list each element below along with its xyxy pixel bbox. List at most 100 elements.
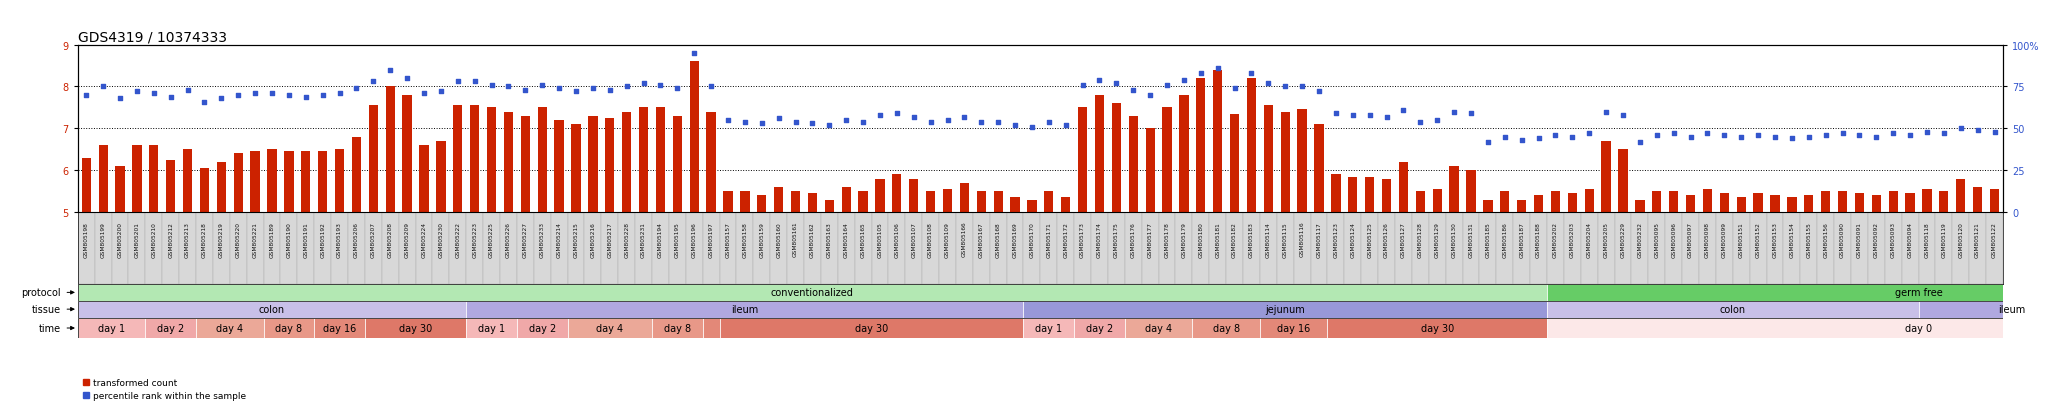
Bar bbox=[1280, 112, 1290, 213]
Point bbox=[86, 84, 119, 90]
Text: day 2: day 2 bbox=[528, 323, 555, 333]
Bar bbox=[1212, 71, 1223, 213]
Bar bbox=[1649, 213, 1665, 284]
Text: jejunum: jejunum bbox=[1266, 304, 1305, 314]
Bar bbox=[1243, 213, 1260, 284]
Point bbox=[762, 116, 795, 122]
Bar bbox=[719, 213, 737, 284]
Bar bbox=[166, 160, 176, 213]
Bar bbox=[1518, 200, 1526, 213]
Bar bbox=[535, 213, 551, 284]
Text: GSM805214: GSM805214 bbox=[557, 221, 561, 257]
Bar bbox=[739, 192, 750, 213]
Bar bbox=[1534, 196, 1544, 213]
Text: GSM805156: GSM805156 bbox=[1823, 221, 1829, 257]
Bar bbox=[1530, 213, 1546, 284]
Bar bbox=[1546, 318, 2048, 339]
Bar bbox=[774, 188, 782, 213]
Bar bbox=[78, 284, 1546, 301]
Bar bbox=[993, 192, 1004, 213]
Bar bbox=[78, 301, 467, 318]
Point bbox=[1116, 87, 1149, 94]
Bar bbox=[1044, 192, 1053, 213]
Text: GSM805123: GSM805123 bbox=[1333, 221, 1339, 257]
Bar bbox=[281, 213, 297, 284]
Point bbox=[1827, 131, 1860, 138]
Bar bbox=[1681, 213, 1700, 284]
Bar bbox=[1702, 190, 1712, 213]
Bar bbox=[1546, 301, 1919, 318]
Bar bbox=[268, 150, 276, 213]
Text: GSM805206: GSM805206 bbox=[354, 221, 358, 257]
Text: GSM805173: GSM805173 bbox=[1079, 221, 1085, 257]
Bar bbox=[1884, 213, 1903, 284]
Point bbox=[1927, 131, 1960, 138]
Bar bbox=[332, 213, 348, 284]
Text: GSM805204: GSM805204 bbox=[1587, 221, 1591, 257]
Point bbox=[1589, 109, 1622, 116]
Text: GSM805200: GSM805200 bbox=[117, 221, 123, 257]
Bar bbox=[1665, 213, 1681, 284]
Text: GSM805213: GSM805213 bbox=[184, 221, 190, 257]
Bar bbox=[1499, 192, 1509, 213]
Bar bbox=[1905, 194, 1915, 213]
Point bbox=[1522, 136, 1554, 142]
Text: day 1: day 1 bbox=[477, 323, 506, 333]
Point bbox=[1286, 84, 1319, 90]
Point bbox=[948, 114, 981, 121]
Bar bbox=[537, 108, 547, 213]
Bar bbox=[1855, 194, 1864, 213]
Point bbox=[881, 111, 913, 117]
Point bbox=[154, 94, 186, 101]
Point bbox=[1792, 134, 1825, 141]
Bar bbox=[1597, 213, 1614, 284]
Bar bbox=[1851, 213, 1868, 284]
Text: GSM805122: GSM805122 bbox=[1993, 221, 1997, 257]
Bar bbox=[1294, 213, 1311, 284]
Bar bbox=[872, 213, 889, 284]
Point bbox=[813, 122, 846, 129]
Bar bbox=[432, 213, 449, 284]
Point bbox=[121, 89, 154, 95]
Bar bbox=[551, 213, 567, 284]
Point bbox=[1202, 66, 1235, 72]
Bar bbox=[365, 318, 467, 339]
Bar bbox=[1124, 213, 1141, 284]
Text: GSM805124: GSM805124 bbox=[1350, 221, 1356, 257]
Text: GSM805201: GSM805201 bbox=[135, 221, 139, 257]
Bar bbox=[82, 158, 90, 213]
Text: GSM805196: GSM805196 bbox=[692, 221, 696, 257]
Text: GSM805193: GSM805193 bbox=[338, 221, 342, 257]
Text: day 1: day 1 bbox=[1036, 323, 1063, 333]
Bar bbox=[1227, 213, 1243, 284]
Bar bbox=[922, 213, 940, 284]
Bar bbox=[719, 318, 1024, 339]
Bar bbox=[352, 138, 360, 213]
Point bbox=[459, 79, 492, 85]
Point bbox=[1151, 82, 1184, 89]
Bar bbox=[707, 112, 715, 213]
Text: GSM805153: GSM805153 bbox=[1772, 221, 1778, 257]
Text: day 30: day 30 bbox=[854, 323, 889, 333]
Bar bbox=[213, 213, 229, 284]
Text: day 16: day 16 bbox=[324, 323, 356, 333]
Text: GSM805092: GSM805092 bbox=[1874, 221, 1878, 257]
Legend: transformed count, percentile rank within the sample: transformed count, percentile rank withi… bbox=[82, 378, 246, 400]
Bar bbox=[1837, 192, 1847, 213]
Bar bbox=[1450, 167, 1458, 213]
Point bbox=[221, 92, 254, 99]
Bar bbox=[1366, 177, 1374, 213]
Bar bbox=[449, 213, 467, 284]
Text: day 2: day 2 bbox=[158, 323, 184, 333]
Point bbox=[1184, 71, 1217, 77]
Text: GSM805179: GSM805179 bbox=[1182, 221, 1186, 257]
Point bbox=[913, 119, 946, 126]
Point bbox=[594, 87, 627, 94]
Text: time: time bbox=[39, 323, 61, 333]
Text: GSM805228: GSM805228 bbox=[625, 221, 629, 257]
Point bbox=[1860, 134, 1892, 141]
Point bbox=[104, 96, 137, 102]
Bar bbox=[1903, 213, 1919, 284]
Bar bbox=[690, 62, 698, 213]
Text: GSM805115: GSM805115 bbox=[1282, 221, 1288, 257]
